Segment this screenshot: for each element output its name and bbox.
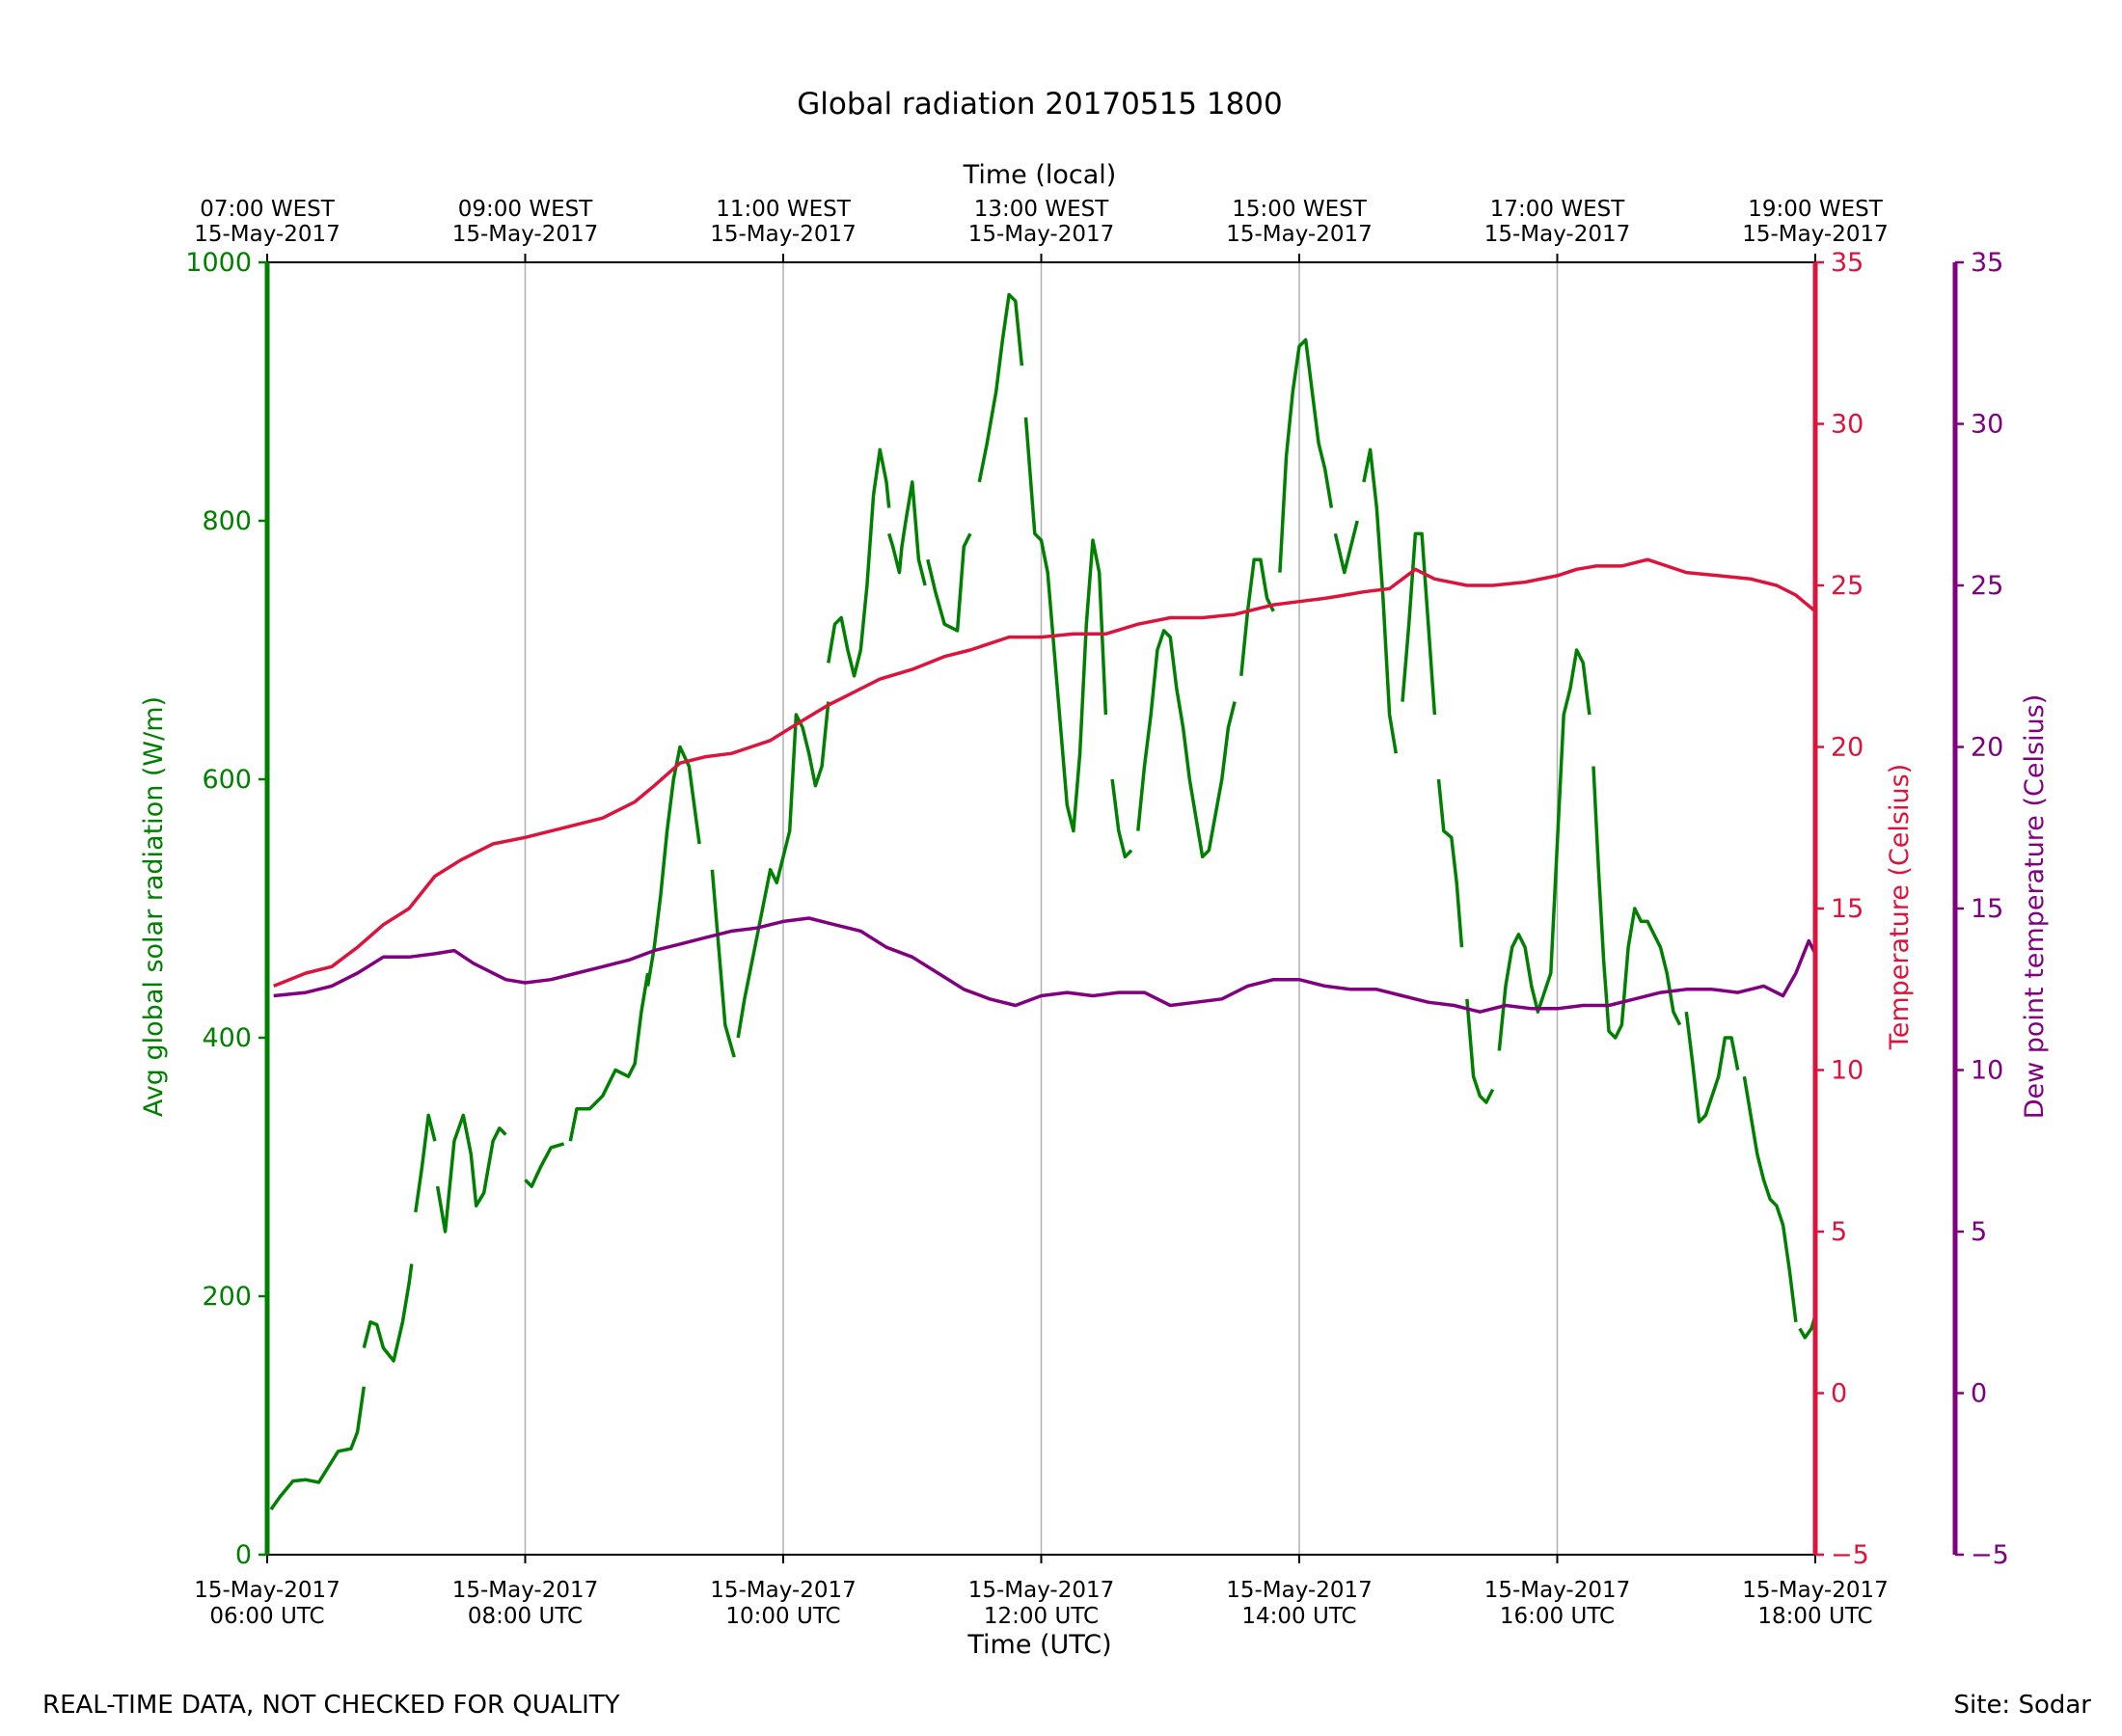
x-tick-label: 12:00 UTC bbox=[984, 1604, 1099, 1629]
temperature-series-line bbox=[273, 557, 1817, 989]
x2-tick-label: 15-May-2017 bbox=[1742, 222, 1889, 247]
radiation-tick-label: 600 bbox=[202, 765, 252, 795]
radiation-series-line bbox=[435, 1113, 507, 1234]
radiation-series-line bbox=[414, 1113, 437, 1213]
dewpoint-axis-label: Dew point temperature (Celsius) bbox=[2020, 694, 2050, 1120]
x-tick-label: 15-May-2017 bbox=[710, 1578, 857, 1603]
x2-tick-label: 07:00 WEST bbox=[200, 197, 335, 222]
temperature-tick-label: 20 bbox=[1831, 733, 1864, 763]
radiation-series-line bbox=[568, 972, 650, 1142]
temperature-tick-label: −5 bbox=[1831, 1540, 1869, 1570]
x2-tick-label: 15-May-2017 bbox=[1484, 222, 1631, 247]
x-tick-label: 06:00 UTC bbox=[209, 1604, 324, 1629]
temperature-tick-label: 0 bbox=[1831, 1379, 1847, 1409]
x-tick-label: 15-May-2017 bbox=[452, 1578, 599, 1603]
radiation-series-line bbox=[645, 745, 701, 987]
radiation-series-line bbox=[710, 869, 736, 1058]
radiation-series-line bbox=[1362, 448, 1399, 754]
dewpoint-tick-label: −5 bbox=[1971, 1540, 2009, 1570]
x-tick-label: 10:00 UTC bbox=[725, 1604, 840, 1629]
dewpoint-tick-label: 35 bbox=[1971, 248, 2003, 278]
radiation-series-line bbox=[1278, 338, 1334, 573]
dewpoint-tick-label: 0 bbox=[1971, 1379, 1987, 1409]
temperature-tick-label: 30 bbox=[1831, 410, 1864, 440]
radiation-series-line bbox=[926, 532, 972, 633]
site-label: Site: Sodar bbox=[1954, 1691, 2092, 1720]
radiation-tick-label: 800 bbox=[202, 506, 252, 536]
radiation-series-line bbox=[1401, 531, 1437, 716]
temperature-axis-label: Temperature (Celsius) bbox=[1885, 764, 1915, 1050]
dewpoint-tick-label: 15 bbox=[1971, 894, 2003, 924]
x2-tick-label: 15-May-2017 bbox=[1226, 222, 1373, 247]
grid-lines bbox=[524, 262, 1559, 1555]
dewpoint-tick-label: 25 bbox=[1971, 571, 2003, 601]
radiation-series-line bbox=[1239, 557, 1275, 676]
x2-tick-label: 09:00 WEST bbox=[458, 197, 593, 222]
top-axis-label: Time (local) bbox=[963, 160, 1117, 190]
radiation-series-line bbox=[1465, 998, 1495, 1104]
radiation-tick-label: 200 bbox=[202, 1282, 252, 1312]
temperature-tick-label: 35 bbox=[1831, 248, 1864, 278]
x2-tick-label: 15-May-2017 bbox=[968, 222, 1115, 247]
x2-tick-label: 17:00 WEST bbox=[1490, 197, 1625, 222]
bottom-axis-label: Time (UTC) bbox=[966, 1630, 1111, 1660]
x-tick-label: 15-May-2017 bbox=[968, 1578, 1115, 1603]
temperature-tick-label: 5 bbox=[1831, 1217, 1847, 1247]
radiation-series-line bbox=[827, 448, 891, 678]
x-tick-label: 14:00 UTC bbox=[1241, 1604, 1356, 1629]
dewpoint-series-line bbox=[273, 916, 1817, 1014]
radiation-axis-label: Avg global solar radiation (W/m) bbox=[139, 696, 169, 1117]
radiation-tick-label: 0 bbox=[235, 1540, 252, 1570]
radiation-series-line bbox=[1136, 629, 1237, 859]
radiation-series-line bbox=[1110, 778, 1133, 859]
dewpoint-tick-label: 10 bbox=[1971, 1056, 2003, 1086]
temperature-tick-label: 10 bbox=[1831, 1056, 1864, 1086]
x-tick-label: 15-May-2017 bbox=[1484, 1578, 1631, 1603]
x-tick-label: 15-May-2017 bbox=[1226, 1578, 1373, 1603]
radiation-series-line bbox=[1592, 766, 1682, 1040]
temperature-tick-label: 15 bbox=[1831, 894, 1864, 924]
radiation-series-line bbox=[1742, 1075, 1798, 1323]
radiation-series-line bbox=[362, 1263, 414, 1363]
radiation-series-line bbox=[269, 1386, 367, 1511]
dewpoint-tick-label: 5 bbox=[1971, 1217, 1987, 1247]
x2-tick-label: 15:00 WEST bbox=[1232, 197, 1367, 222]
x2-tick-label: 15-May-2017 bbox=[194, 222, 340, 247]
x2-tick-label: 15-May-2017 bbox=[452, 222, 599, 247]
radiation-series-line bbox=[524, 1142, 565, 1188]
radiation-series-line bbox=[1333, 520, 1359, 575]
x2-tick-label: 15-May-2017 bbox=[710, 222, 857, 247]
radiation-series-line bbox=[736, 701, 830, 1039]
x2-tick-label: 19:00 WEST bbox=[1748, 197, 1883, 222]
dewpoint-tick-label: 20 bbox=[1971, 733, 2003, 763]
dewpoint-tick-label: 30 bbox=[1971, 410, 2003, 440]
x2-tick-label: 13:00 WEST bbox=[974, 197, 1109, 222]
radiation-series-line bbox=[1497, 648, 1592, 1051]
x-tick-label: 08:00 UTC bbox=[468, 1604, 583, 1629]
quality-disclaimer: REAL-TIME DATA, NOT CHECKED FOR QUALITY bbox=[42, 1691, 620, 1720]
radiation-tick-label: 400 bbox=[202, 1023, 252, 1053]
radiation-series-line bbox=[1023, 417, 1108, 833]
radiation-series-line bbox=[977, 292, 1024, 483]
x2-tick-label: 11:00 WEST bbox=[716, 197, 851, 222]
plot-area bbox=[269, 292, 1817, 1511]
x-tick-label: 15-May-2017 bbox=[194, 1578, 340, 1603]
radiation-series-line bbox=[1684, 1011, 1740, 1124]
x-tick-label: 15-May-2017 bbox=[1742, 1578, 1889, 1603]
x-tick-label: 16:00 UTC bbox=[1500, 1604, 1615, 1629]
chart-title: Global radiation 20170515 1800 bbox=[797, 87, 1283, 122]
x-tick-label: 18:00 UTC bbox=[1757, 1604, 1872, 1629]
radiation-series-line bbox=[887, 480, 927, 586]
radiation-tick-label: 1000 bbox=[185, 248, 252, 278]
temperature-tick-label: 25 bbox=[1831, 571, 1864, 601]
radiation-series-line bbox=[1436, 778, 1464, 948]
